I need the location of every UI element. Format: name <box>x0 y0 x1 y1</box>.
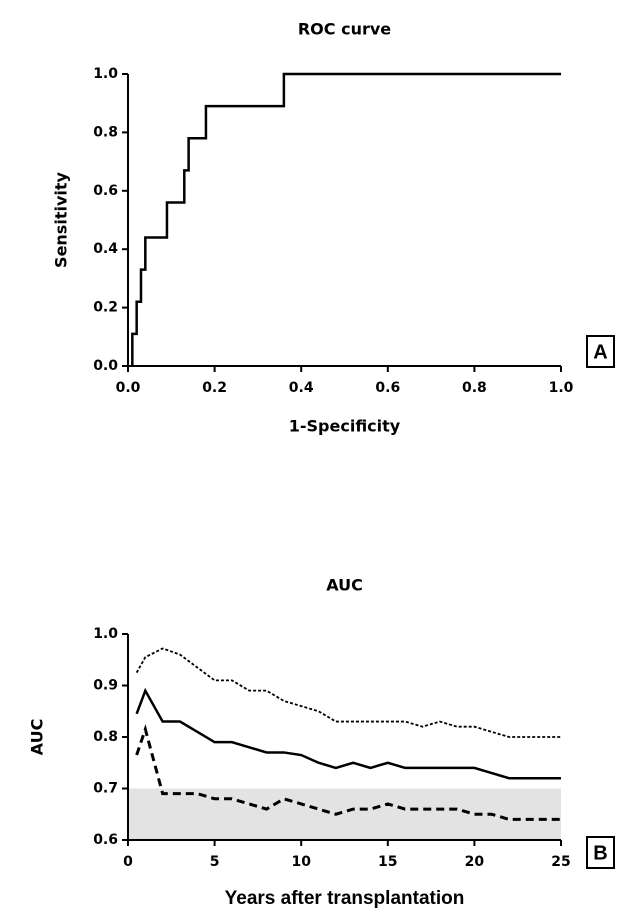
x-tick-label: 0.4 <box>289 380 314 396</box>
y-tick-label: 0.4 <box>93 241 118 257</box>
data-line <box>135 687 561 780</box>
x-tick-label: 1.0 <box>549 380 574 396</box>
panel-label: A <box>593 341 607 363</box>
y-tick-label: 0.6 <box>93 832 118 848</box>
y-axis-label: AUC <box>28 719 47 756</box>
y-tick-label: 0.9 <box>93 678 118 694</box>
shaded-band <box>128 788 561 840</box>
x-axis-label: Years after transplantation <box>225 888 465 909</box>
panel-label-box <box>586 836 615 869</box>
x-tick-label: 0 <box>123 854 133 870</box>
x-tick-label: 15 <box>378 854 397 870</box>
x-tick-label: 10 <box>291 854 311 870</box>
data-line <box>135 724 561 821</box>
x-tick-label: 0.2 <box>202 380 227 396</box>
x-tick-label: 25 <box>551 854 570 870</box>
data-line <box>135 647 561 738</box>
y-tick-label: 0.8 <box>93 729 118 745</box>
chart-title: ROC curve <box>298 20 391 39</box>
x-tick-label: 0.6 <box>375 380 400 396</box>
y-tick-label: 0.0 <box>93 358 118 374</box>
panel-label: B <box>593 842 607 864</box>
panel-label-box <box>586 335 615 368</box>
y-axis-label: Sensitivity <box>52 171 71 267</box>
y-tick-label: 1.0 <box>93 626 118 642</box>
x-tick-label: 0.8 <box>462 380 487 396</box>
chart-title: AUC <box>326 576 363 595</box>
y-tick-label: 0.7 <box>93 781 118 797</box>
y-tick-label: 0.2 <box>93 300 118 316</box>
y-tick-label: 0.8 <box>93 124 118 140</box>
x-tick-label: 0.0 <box>116 380 141 396</box>
x-axis-label: 1-Specificity <box>289 417 401 436</box>
x-tick-label: 5 <box>210 854 220 870</box>
data-line <box>131 72 561 366</box>
y-tick-label: 1.0 <box>93 66 118 82</box>
x-tick-label: 20 <box>465 854 485 870</box>
y-tick-label: 0.6 <box>93 183 118 199</box>
